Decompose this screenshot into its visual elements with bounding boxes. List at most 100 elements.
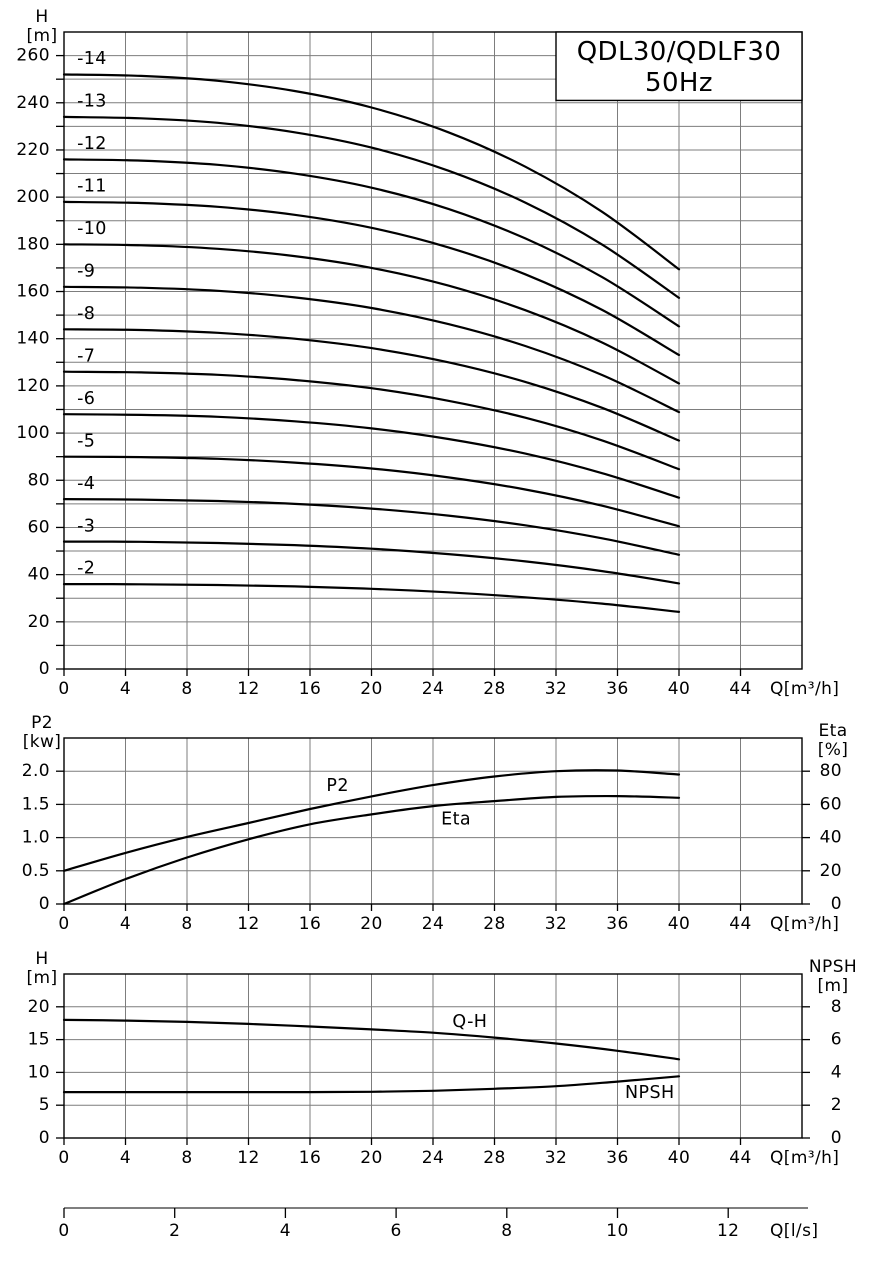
x-tick-label: 36 [606,679,628,699]
x-tick-label: 8 [181,1148,192,1168]
x-tick-label: 20 [360,679,382,699]
x-tick-label: 32 [545,1148,567,1168]
x-tick-label: 24 [422,914,444,934]
right-tick-label: 6 [831,1030,842,1050]
left-tick-label: 260 [16,46,50,66]
left-tick-label: 2.0 [22,761,50,781]
x-tick-label: 8 [181,679,192,699]
series--5 [62,455,681,528]
x-tick-label: 4 [120,914,131,934]
x-tick-label: 28 [483,679,505,699]
left-tick-label: 10 [28,1062,50,1082]
right-tick-label: 80 [820,761,842,781]
x-tick-label: 36 [606,914,628,934]
x-tick-label: 36 [606,1148,628,1168]
x-tick-label: 40 [668,1148,690,1168]
x-tick-label: 16 [299,679,321,699]
left-tick-label: 100 [16,423,50,443]
right-axis-header-unit: [m] [817,976,848,996]
x-axis-unit-label: Q[m³/h] [770,1148,839,1168]
right-tick-label: 4 [831,1062,842,1082]
series--11 [62,200,681,357]
left-tick-label: 180 [16,234,50,254]
left-axis-header: P2 [31,713,53,733]
series--9 [62,285,681,414]
right-tick-label: 2 [831,1095,842,1115]
lps-tick-label: 2 [169,1221,180,1241]
right-tick-label: 60 [820,794,842,814]
lps-tick-label: 0 [58,1221,69,1241]
series-Eta [62,794,681,906]
head-left-axis: 0 20 40 60 80 100 120 140 160 180 200 220 240 260 [16,46,64,679]
x-tick-label: 32 [545,914,567,934]
series--10 [62,243,681,385]
qh-x-axis: 0 4 8 12 16 20 24 28 32 36 40 44 Q[m³/h] [58,1138,839,1168]
left-axis-header-unit: [kw] [23,732,62,752]
series-P2 [62,769,681,872]
curve-label--5: -5 [77,431,95,451]
x-tick-label: 28 [483,914,505,934]
x-tick-label: 12 [237,914,259,934]
curve-label--10: -10 [77,219,107,239]
x-tick-label: 4 [120,1148,131,1168]
left-tick-label: 120 [16,376,50,396]
left-tick-label: 60 [28,517,50,537]
curve-label-Q-H: Q-H [452,1012,487,1032]
curve-label-NPSH: NPSH [625,1083,675,1103]
lps-tick-label: 8 [501,1221,512,1241]
right-tick-label: 40 [820,828,842,848]
x-tick-label: 40 [668,914,690,934]
x-tick-label: 12 [237,1148,259,1168]
chart-title-line2: 50Hz [645,68,713,98]
series-NPSH [62,1075,681,1094]
curve-label--14: -14 [77,49,107,69]
left-tick-label: 20 [28,997,50,1017]
left-tick-label: 0 [39,659,50,679]
left-tick-label: 200 [16,187,50,207]
curve-label--6: -6 [77,389,95,409]
x-axis-unit-label: Q[m³/h] [770,914,839,934]
series--8 [62,328,681,442]
x-tick-label: 0 [58,1148,69,1168]
chart-title-line1: QDL30/QDLF30 [577,37,782,67]
left-tick-label: 15 [28,1030,50,1050]
power-curves [62,769,681,906]
left-tick-label: 0 [39,894,50,914]
right-axis-header: NPSH [809,957,857,977]
curve-label--2: -2 [77,559,95,579]
x-tick-label: 44 [729,1148,751,1168]
lps-axis-unit-label: Q[l/s] [770,1221,818,1241]
left-tick-label: 1.0 [22,828,50,848]
x-tick-label: 4 [120,679,131,699]
qh-left-axis: 0 5 10 15 20 [28,997,64,1148]
x-tick-label: 8 [181,914,192,934]
lps-tick-label: 12 [717,1221,739,1241]
left-tick-label: 160 [16,282,50,302]
lps-tick-label: 6 [390,1221,401,1241]
lps-tick-label: 10 [606,1221,628,1241]
x-tick-label: 40 [668,679,690,699]
series--14 [62,73,681,271]
qh-gridlines [64,974,802,1138]
curve-label-P2: P2 [326,776,349,796]
power-left-axis: 0 0.5 1.0 1.5 2.0 [22,761,64,914]
series--6 [62,413,681,499]
series--7 [62,370,681,471]
left-tick-label: 40 [28,565,50,585]
qh-curves [62,1018,681,1094]
power-right-axis: 0 20 40 60 80 [802,761,842,914]
x-tick-label: 12 [237,679,259,699]
curve-label-Eta: Eta [441,810,471,830]
x-tick-label: 0 [58,679,69,699]
curve-label--13: -13 [77,92,107,112]
x-tick-label: 24 [422,1148,444,1168]
x-tick-label: 28 [483,1148,505,1168]
right-tick-label: 20 [820,861,842,881]
curve-label--7: -7 [77,346,95,366]
x-tick-label: 24 [422,679,444,699]
curve-label--3: -3 [77,516,95,536]
